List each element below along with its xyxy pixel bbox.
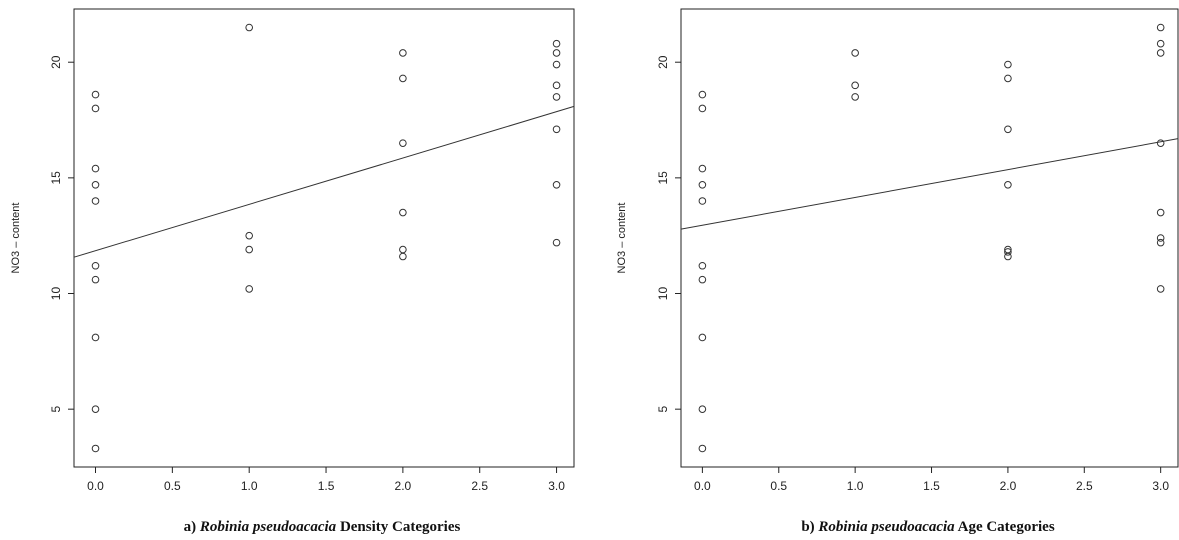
panel-caption-species: Robinia pseudoacacia — [199, 519, 337, 535]
panel-caption-prefix: a) — [184, 519, 200, 535]
data-point — [552, 238, 561, 247]
data-point — [399, 208, 407, 217]
x-tick-label: 1.0 — [847, 479, 864, 493]
data-point — [1156, 139, 1165, 147]
panel-caption-category: Age Categories — [955, 519, 1055, 535]
data-point — [399, 74, 407, 83]
y-tick-label: 10 — [656, 287, 670, 301]
x-tick-label: 3.0 — [1152, 479, 1169, 493]
data-point — [1156, 49, 1165, 57]
data-point — [698, 405, 707, 413]
data-point — [399, 49, 407, 57]
data-point — [552, 93, 561, 101]
data-point — [698, 180, 707, 189]
x-tick-label: 2.0 — [1000, 479, 1017, 493]
plot-frame — [73, 8, 575, 468]
y-tick-label: 5 — [656, 406, 670, 413]
data-point — [1004, 252, 1012, 261]
data-point — [552, 81, 561, 90]
x-tick-label: 3.0 — [548, 479, 565, 493]
data-point — [91, 261, 100, 270]
data-point — [698, 164, 707, 173]
panel-b: 0.0 0.5 1.0 1.5 2.0 2.5 3.0 5 10 15 20 NO3 – conten… — [616, 8, 1179, 535]
data-point — [91, 90, 100, 99]
panel-caption-category: Density Categories — [336, 519, 460, 535]
y-tick-label: 10 — [49, 287, 63, 301]
y-axis-label: NO3 – content — [10, 203, 22, 274]
data-point — [1156, 23, 1165, 32]
data-point — [552, 60, 561, 69]
data-point — [1156, 285, 1165, 293]
x-tick-label: 1.5 — [923, 479, 940, 493]
data-point — [851, 49, 859, 57]
data-point — [399, 245, 407, 254]
data-point — [698, 261, 707, 270]
data-point — [698, 104, 707, 113]
x-tick-label: 0.5 — [770, 479, 787, 493]
x-tick-label: 0.5 — [164, 479, 181, 493]
data-point — [698, 444, 707, 453]
x-tick-label: 0.0 — [87, 479, 104, 493]
data-point — [552, 180, 561, 189]
data-point — [552, 39, 561, 48]
data-point — [698, 197, 707, 205]
data-point — [91, 180, 100, 189]
data-point — [698, 275, 707, 284]
plot-frame — [680, 8, 1179, 468]
data-point — [245, 231, 253, 240]
panel-a: 0.0 0.5 1.0 1.5 2.0 2.5 3.0 5 10 15 20 NO3 – conten… — [10, 8, 575, 535]
data-point — [245, 245, 253, 254]
data-point — [91, 405, 100, 413]
regression-line — [680, 138, 1179, 230]
data-point — [1156, 238, 1165, 247]
data-point — [91, 275, 100, 284]
data-point — [399, 139, 407, 147]
data-point — [1004, 248, 1012, 256]
data-point — [552, 125, 561, 134]
data-point — [851, 81, 859, 90]
data-point — [91, 444, 100, 453]
data-point — [91, 104, 100, 113]
data-point — [399, 252, 407, 261]
data-point — [1156, 234, 1165, 242]
panel-caption-species: Robinia pseudoacacia — [817, 519, 955, 535]
data-point — [91, 333, 100, 342]
panel-caption: b) Robinia pseudoacacia Age Categories — [801, 519, 1054, 535]
y-tick-label: 20 — [656, 55, 670, 69]
y-tick-label: 15 — [656, 171, 670, 185]
data-point — [1004, 125, 1012, 134]
data-point — [698, 90, 707, 99]
data-point — [1004, 74, 1012, 83]
data-point — [1004, 60, 1012, 69]
y-axis-label: NO3 – content — [616, 203, 628, 274]
data-point — [1156, 39, 1165, 48]
data-point — [91, 197, 100, 205]
regression-line — [73, 105, 575, 258]
x-tick-label: 1.5 — [318, 479, 335, 493]
data-point — [1004, 180, 1012, 189]
panel-caption-prefix: b) — [801, 519, 818, 535]
data-point — [1156, 208, 1165, 217]
x-tick-label: 2.5 — [1076, 479, 1093, 493]
y-tick-label: 5 — [49, 406, 63, 413]
data-point — [245, 285, 253, 293]
data-point — [851, 93, 859, 101]
x-tick-label: 0.0 — [694, 479, 711, 493]
data-point — [552, 49, 561, 57]
x-tick-label: 1.0 — [241, 479, 258, 493]
y-tick-label: 15 — [49, 171, 63, 185]
data-point — [245, 23, 253, 32]
data-point — [698, 333, 707, 342]
x-tick-label: 2.5 — [471, 479, 488, 493]
panel-caption: a) Robinia pseudoacacia Density Categori… — [184, 519, 461, 535]
y-tick-label: 20 — [49, 55, 63, 69]
data-point — [91, 164, 100, 173]
x-tick-label: 2.0 — [395, 479, 412, 493]
